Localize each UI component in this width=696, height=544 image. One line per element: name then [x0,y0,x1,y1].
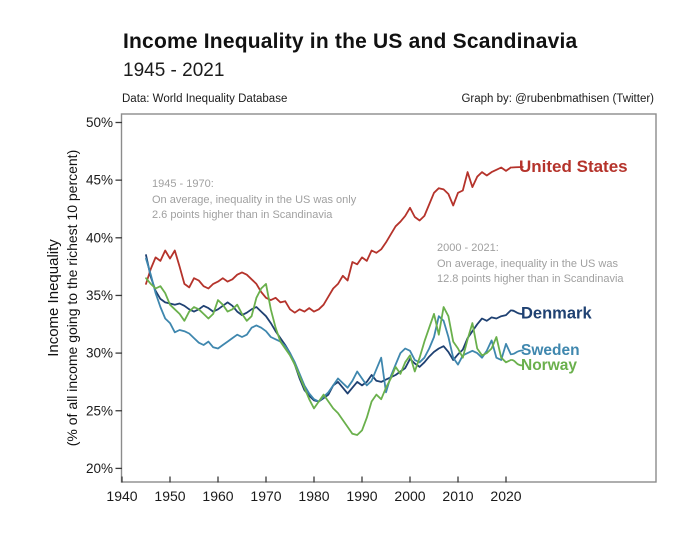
series-label-norway: Norway [521,356,577,374]
annotation-1945-1970: 1945 - 1970: On average, inequality in t… [152,177,356,224]
annotation-line: On average, inequality in the US was [437,257,618,270]
series-label-sweden: Sweden [521,341,580,359]
annotation-line: 2000 - 2021: [437,242,499,254]
x-tick-label: 2000 [394,488,425,504]
annotation-line: On average, inequality in the US was onl… [152,193,357,206]
annotation-line: 1945 - 1970: [152,178,214,190]
chart-title: Income Inequality in the US and Scandina… [123,30,578,53]
x-tick-label: 1970 [250,488,281,504]
x-tick-label: 1990 [346,488,377,504]
x-tick-label: 1960 [202,488,233,504]
label-connector-denmark [510,309,524,315]
y-tick-label: 50% [86,115,113,130]
line-denmark [145,254,512,403]
plot-frame [120,113,657,483]
line-united-states [145,166,512,314]
data-source-note: Data: World Inequality Database [122,93,288,105]
series-label-united-states: United States [519,157,628,176]
y-tick-label: 45% [86,173,113,188]
label-connector-sweden [510,349,524,356]
annotation-line: 12.8 points higher than in Scandinavia [437,273,624,285]
chart-subtitle: 1945 - 2021 [123,60,225,81]
line-sweden [145,257,512,403]
annotation-2000-2021: 2000 - 2021: On average, inequality in t… [437,241,624,288]
y-tick-label: 35% [86,288,113,303]
label-connector-norway [510,359,524,367]
y-tick-label: 20% [86,461,113,476]
series-label-denmark: Denmark [521,304,592,323]
x-tick-label: 1950 [154,488,185,504]
y-tick-label: 25% [86,403,113,418]
y-tick-label: 30% [86,346,113,361]
credit-note: Graph by: @rubenbmathisen (Twitter) [461,93,654,105]
y-tick-label: 40% [86,230,113,245]
annotation-line: 2.6 points higher than in Scandinavia [152,209,333,221]
x-tick-label: 1980 [298,488,329,504]
line-norway [145,277,512,436]
x-tick-label: 2010 [442,488,473,504]
x-tick-label: 2020 [490,488,521,504]
x-tick-label: 1940 [106,488,137,504]
